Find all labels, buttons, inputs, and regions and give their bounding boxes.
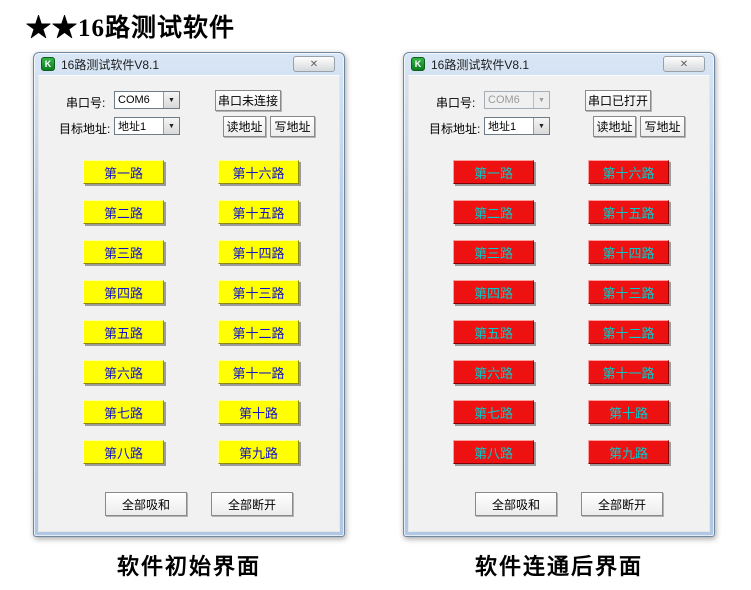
all-close-button[interactable]: 全部吸和: [475, 492, 557, 516]
channel-6-button[interactable]: 第六路: [83, 360, 164, 384]
channel-2-button[interactable]: 第二路: [83, 200, 164, 224]
channel-8-button[interactable]: 第八路: [453, 440, 534, 464]
channel-4-button[interactable]: 第四路: [83, 280, 164, 304]
client-area: 串口号: COM6 ▼ 串口未连接 目标地址: 地址1 ▼ 读地址 写地址 第一…: [38, 75, 340, 532]
window-title: 16路测试软件V8.1: [61, 57, 160, 72]
write-address-button[interactable]: 写地址: [640, 116, 685, 137]
window-connected: K 16路测试软件V8.1 ✕ 串口号: COM6 ▼ 串口已打开 目标地址: …: [403, 52, 715, 537]
channel-5-button[interactable]: 第五路: [83, 320, 164, 344]
channel-13-button[interactable]: 第十三路: [218, 280, 299, 304]
target-address-select[interactable]: 地址1 ▼: [114, 117, 180, 135]
target-address-select[interactable]: 地址1 ▼: [484, 117, 550, 135]
channel-3-button[interactable]: 第三路: [453, 240, 534, 264]
close-icon[interactable]: ✕: [663, 56, 705, 72]
channel-2-button[interactable]: 第二路: [453, 200, 534, 224]
all-open-button[interactable]: 全部断开: [211, 492, 293, 516]
channel-5-button[interactable]: 第五路: [453, 320, 534, 344]
channel-4-button[interactable]: 第四路: [453, 280, 534, 304]
app-logo-icon: K: [41, 57, 55, 71]
titlebar[interactable]: K 16路测试软件V8.1 ✕: [34, 53, 344, 75]
client-area: 串口号: COM6 ▼ 串口已打开 目标地址: 地址1 ▼ 读地址 写地址 第一…: [408, 75, 710, 532]
channel-14-button[interactable]: 第十四路: [588, 240, 669, 264]
titlebar[interactable]: K 16路测试软件V8.1 ✕: [404, 53, 714, 75]
com-port-select: COM6 ▼: [484, 91, 550, 109]
caption-initial: 软件初始界面: [116, 554, 261, 579]
channel-13-button[interactable]: 第十三路: [588, 280, 669, 304]
close-icon[interactable]: ✕: [293, 56, 335, 72]
channel-7-button[interactable]: 第七路: [453, 400, 534, 424]
channel-grid: 第一路 第十六路 第二路 第十五路 第三路 第十四路 第四路 第十三路 第五路 …: [83, 160, 299, 464]
chevron-down-icon[interactable]: ▼: [163, 118, 179, 134]
channel-15-button[interactable]: 第十五路: [218, 200, 299, 224]
target-address-label: 目标地址:: [59, 122, 111, 136]
com-port-select[interactable]: COM6 ▼: [114, 91, 180, 109]
app-logo-icon: K: [411, 57, 425, 71]
window-initial: K 16路测试软件V8.1 ✕ 串口号: COM6 ▼ 串口未连接 目标地址: …: [33, 52, 345, 537]
channel-16-button[interactable]: 第十六路: [218, 160, 299, 184]
write-address-button[interactable]: 写地址: [270, 116, 315, 137]
window-title: 16路测试软件V8.1: [431, 57, 530, 72]
channel-12-button[interactable]: 第十二路: [588, 320, 669, 344]
channel-1-button[interactable]: 第一路: [83, 160, 164, 184]
channel-7-button[interactable]: 第七路: [83, 400, 164, 424]
target-address-label: 目标地址:: [429, 122, 481, 136]
channel-1-button[interactable]: 第一路: [453, 160, 534, 184]
serial-status-button[interactable]: 串口已打开: [585, 90, 651, 111]
com-port-value: COM6: [118, 94, 150, 106]
caption-connected: 软件连通后界面: [474, 554, 643, 579]
com-port-value: COM6: [488, 94, 520, 106]
channel-3-button[interactable]: 第三路: [83, 240, 164, 264]
serial-status-button[interactable]: 串口未连接: [215, 90, 281, 111]
read-address-button[interactable]: 读地址: [223, 116, 266, 137]
channel-8-button[interactable]: 第八路: [83, 440, 164, 464]
channel-11-button[interactable]: 第十一路: [218, 360, 299, 384]
chevron-down-icon[interactable]: ▼: [163, 92, 179, 108]
channel-6-button[interactable]: 第六路: [453, 360, 534, 384]
channel-10-button[interactable]: 第十路: [218, 400, 299, 424]
chevron-down-icon: ▼: [533, 92, 549, 108]
channel-11-button[interactable]: 第十一路: [588, 360, 669, 384]
channel-9-button[interactable]: 第九路: [588, 440, 669, 464]
com-port-label: 串口号:: [436, 96, 476, 110]
channel-14-button[interactable]: 第十四路: [218, 240, 299, 264]
com-port-label: 串口号:: [66, 96, 106, 110]
read-address-button[interactable]: 读地址: [593, 116, 636, 137]
chevron-down-icon[interactable]: ▼: [533, 118, 549, 134]
channel-15-button[interactable]: 第十五路: [588, 200, 669, 224]
channel-grid: 第一路 第十六路 第二路 第十五路 第三路 第十四路 第四路 第十三路 第五路 …: [453, 160, 669, 464]
target-address-value: 地址1: [118, 121, 147, 133]
channel-10-button[interactable]: 第十路: [588, 400, 669, 424]
all-open-button[interactable]: 全部断开: [581, 492, 663, 516]
channel-12-button[interactable]: 第十二路: [218, 320, 299, 344]
channel-16-button[interactable]: 第十六路: [588, 160, 669, 184]
all-close-button[interactable]: 全部吸和: [105, 492, 187, 516]
page-title: ★★16路测试软件: [26, 15, 236, 42]
channel-9-button[interactable]: 第九路: [218, 440, 299, 464]
target-address-value: 地址1: [488, 121, 517, 133]
